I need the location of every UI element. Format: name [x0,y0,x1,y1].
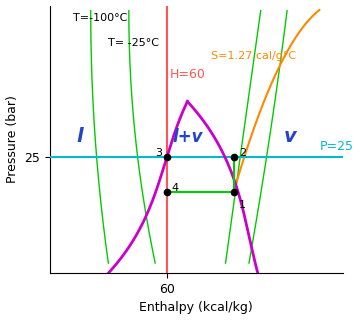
Text: P=25: P=25 [319,140,353,153]
Text: S=1.27 cal/g°C: S=1.27 cal/g°C [211,51,296,61]
Text: l: l [76,127,83,146]
Text: 2: 2 [239,148,246,158]
Text: H=60: H=60 [170,68,206,81]
Text: v: v [284,127,297,146]
Y-axis label: Pressure (bar): Pressure (bar) [5,95,19,183]
X-axis label: Enthalpy (kcal/kg): Enthalpy (kcal/kg) [139,301,253,315]
Text: 1: 1 [239,200,246,210]
Text: T= -25°C: T= -25°C [108,38,159,48]
Text: 4: 4 [171,183,179,193]
Text: T=-100°C: T=-100°C [73,13,127,23]
Text: 3: 3 [155,148,162,158]
Text: l+v: l+v [173,128,203,146]
